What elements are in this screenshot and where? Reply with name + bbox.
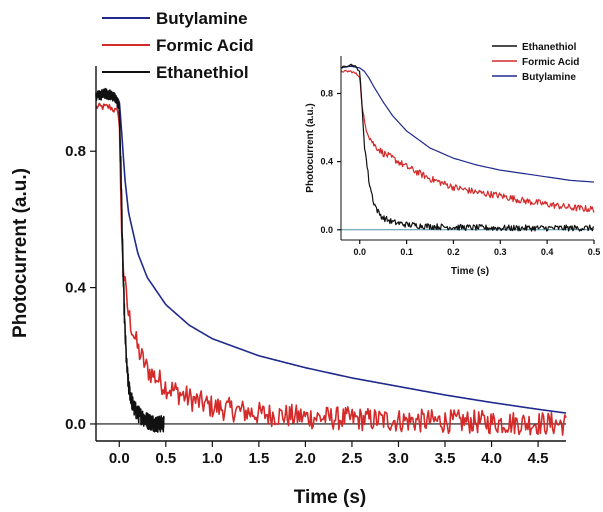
main-y-tick-label: 0.8: [65, 143, 86, 160]
inset-y-tick-label: 0.0: [320, 225, 333, 235]
inset-x-axis-title: Time (s): [451, 266, 489, 277]
inset-chart: 0.0 0.1 0.2 0.3 0.4 0.5 0.0 0.4 0.8 Time (s) Ph…: [305, 42, 600, 277]
inset-y-axis-title: Photocurrent (a.u.): [305, 103, 316, 192]
main-chart: 0.0 0.5 1.0 1.5 2.0 2.5 3.0 3.5 4.0 4.5 0.0 0.4 0.8…: [10, 9, 567, 508]
inset-series-ethanethiol: [340, 63, 595, 232]
inset-x-tick-label: 0.0: [353, 247, 366, 257]
inset-y-tick-label: 0.4: [320, 157, 333, 167]
main-x-tick-label: 2.0: [295, 450, 316, 467]
legend-label-formic-acid: Formic Acid: [156, 36, 254, 55]
inset-x-tick-label: 0.4: [541, 247, 554, 257]
inset-y-ticks: 0.0 0.4 0.8: [320, 88, 341, 235]
main-x-ticks: 0.0 0.5 1.0 1.5 2.0 2.5 3.0 3.5 4.0 4.5: [109, 441, 549, 467]
main-x-tick-label: 4.0: [481, 450, 502, 467]
main-x-tick-label: 1.0: [202, 450, 223, 467]
inset-legend-label-butylamine: Butylamine: [522, 72, 576, 83]
main-series-formic-acid: [95, 102, 567, 436]
legend-label-butylamine: Butylamine: [156, 9, 248, 28]
main-x-tick-label: 0.5: [155, 450, 176, 467]
inset-x-tick-label: 0.5: [588, 247, 601, 257]
inset-legend-label-ethanethiol: Ethanethiol: [522, 42, 577, 53]
main-legend: Butylamine Formic Acid Ethanethiol: [102, 9, 254, 82]
inset-x-tick-label: 0.1: [400, 247, 413, 257]
main-y-axis-title: Photocurrent (a.u.): [10, 168, 31, 338]
inset-plot-area: [340, 63, 595, 232]
inset-x-ticks: 0.0 0.1 0.2 0.3 0.4 0.5: [353, 240, 600, 257]
inset-legend-label-formic-acid: Formic Acid: [522, 57, 579, 68]
main-series-ethanethiol: [95, 87, 165, 433]
inset-series-formic-acid: [340, 69, 595, 213]
inset-series-butylamine: [340, 65, 595, 183]
main-x-tick-label: 0.0: [109, 450, 130, 467]
main-x-axis-title: Time (s): [294, 487, 367, 508]
main-plot-area: [95, 87, 567, 436]
main-x-tick-label: 1.5: [248, 450, 269, 467]
main-y-ticks: 0.0 0.4 0.8: [65, 143, 96, 433]
main-series-butylamine: [96, 95, 567, 414]
inset-x-tick-label: 0.3: [494, 247, 507, 257]
inset-x-tick-label: 0.2: [447, 247, 460, 257]
inset-legend: Ethanethiol Formic Acid Butylamine: [492, 42, 579, 83]
main-y-tick-label: 0.0: [65, 416, 86, 433]
legend-label-ethanethiol: Ethanethiol: [156, 63, 249, 82]
main-y-tick-label: 0.4: [65, 280, 87, 297]
main-x-tick-label: 3.5: [435, 450, 456, 467]
inset-y-tick-label: 0.8: [320, 88, 333, 98]
main-x-tick-label: 2.5: [342, 450, 363, 467]
main-x-tick-label: 4.5: [528, 450, 549, 467]
main-x-tick-label: 3.0: [388, 450, 409, 467]
